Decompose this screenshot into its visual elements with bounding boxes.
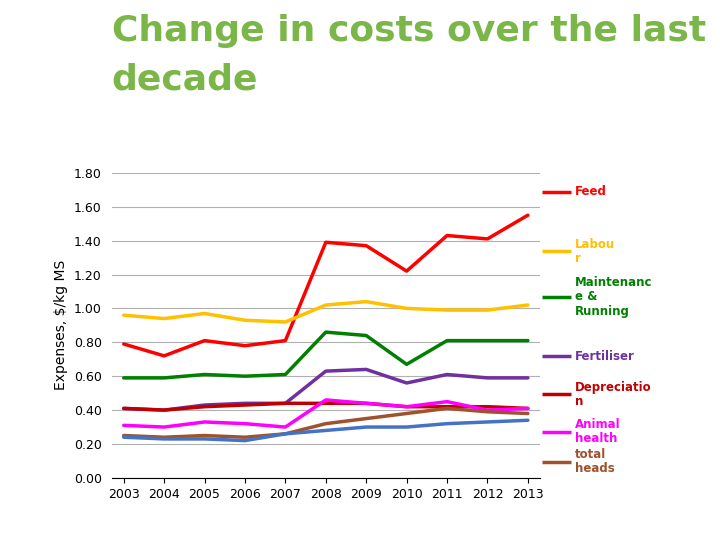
Text: Change in costs over the last: Change in costs over the last: [112, 14, 706, 48]
Y-axis label: Expenses, $/kg MS: Expenses, $/kg MS: [54, 260, 68, 390]
Text: total
heads: total heads: [575, 448, 614, 475]
Text: Feed: Feed: [575, 185, 606, 198]
Text: Labou
r: Labou r: [575, 238, 615, 265]
Text: Animal
health: Animal health: [575, 418, 620, 445]
Text: Maintenanc
e &
Running: Maintenanc e & Running: [575, 276, 652, 318]
Text: decade: decade: [112, 62, 258, 96]
Text: Fertiliser: Fertiliser: [575, 350, 634, 363]
Text: Depreciatio
n: Depreciatio n: [575, 381, 651, 408]
